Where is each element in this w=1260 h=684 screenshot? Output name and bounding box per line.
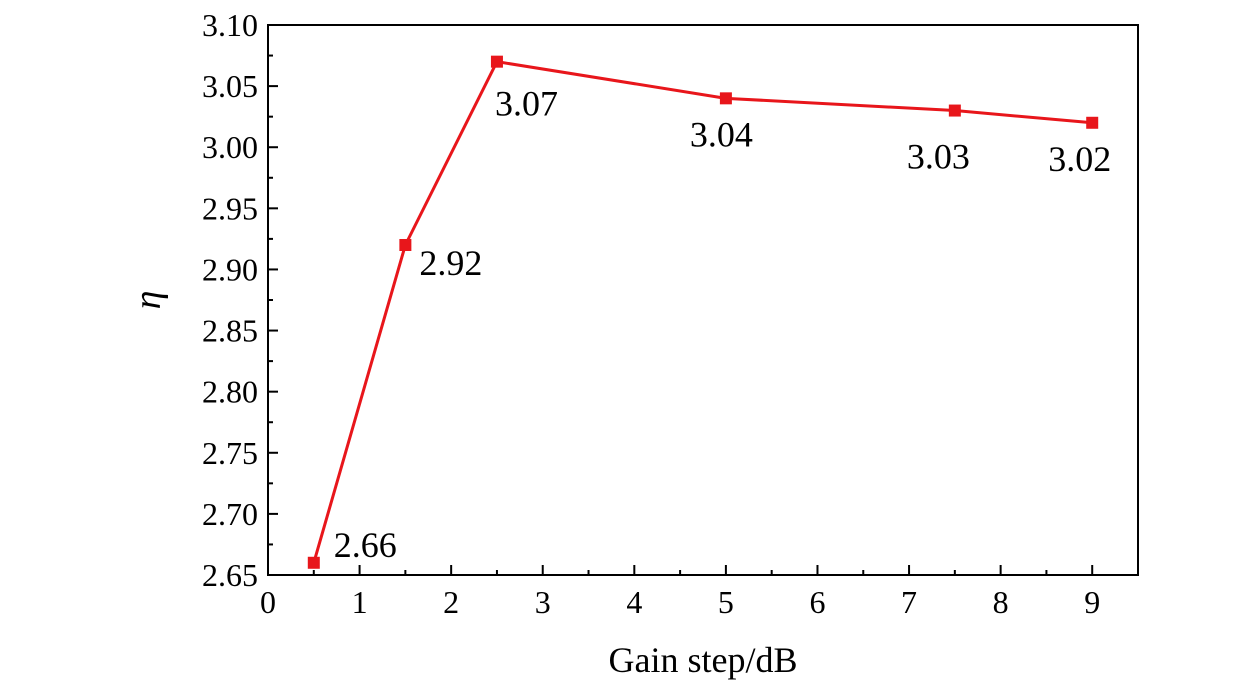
data-point: [719, 92, 732, 105]
data-point: [948, 104, 961, 117]
y-tick-label: 2.75: [202, 435, 258, 471]
y-tick-label: 2.70: [202, 496, 258, 532]
data-label: 3.03: [907, 137, 970, 177]
y-tick-label: 2.90: [202, 251, 258, 287]
x-axis-title: Gain step/dB: [609, 640, 798, 680]
y-tick-label: 3.10: [202, 7, 258, 43]
series-line: [312, 60, 1093, 564]
data-point: [490, 55, 503, 68]
plot-frame: [267, 24, 1139, 576]
x-tick-label: 1: [352, 584, 368, 620]
x-tick-label: 8: [993, 584, 1009, 620]
data-label: 3.02: [1048, 139, 1111, 179]
data-labels: 2.66 2.92 3.07 3.04 3.03 3.02: [334, 84, 1111, 565]
x-tick-label: 2: [443, 584, 459, 620]
x-tick-label: 4: [626, 584, 642, 620]
axes: 0 1 2 3 4 5 6 7 8 9 2.65 2.70 2.75 2.80 2.85 2.90 2.95 3.…: [202, 7, 1139, 620]
x-tick-label: 5: [718, 584, 734, 620]
x-tick-label: 9: [1084, 584, 1100, 620]
y-tick-label: 2.65: [202, 557, 258, 593]
y-tick-label: 3.00: [202, 129, 258, 165]
data-point: [399, 239, 412, 251]
data-point: [307, 556, 320, 569]
y-tick-label: 3.05: [202, 68, 258, 104]
y-axis-title: η: [127, 291, 169, 310]
series-layer: [307, 55, 1099, 569]
data-label: 2.66: [334, 525, 397, 565]
x-tick-label: 0: [260, 584, 276, 620]
x-tick-label: 3: [535, 584, 551, 620]
y-tick-label: 2.95: [202, 190, 258, 226]
y-tick-label: 2.80: [202, 374, 258, 410]
x-tick-label: 6: [809, 584, 825, 620]
data-point: [1086, 116, 1099, 129]
data-label: 2.92: [419, 243, 482, 283]
data-label: 3.07: [495, 84, 558, 124]
data-label: 3.04: [690, 114, 753, 154]
y-tick-label: 2.85: [202, 313, 258, 349]
x-tick-label: 7: [901, 584, 917, 620]
